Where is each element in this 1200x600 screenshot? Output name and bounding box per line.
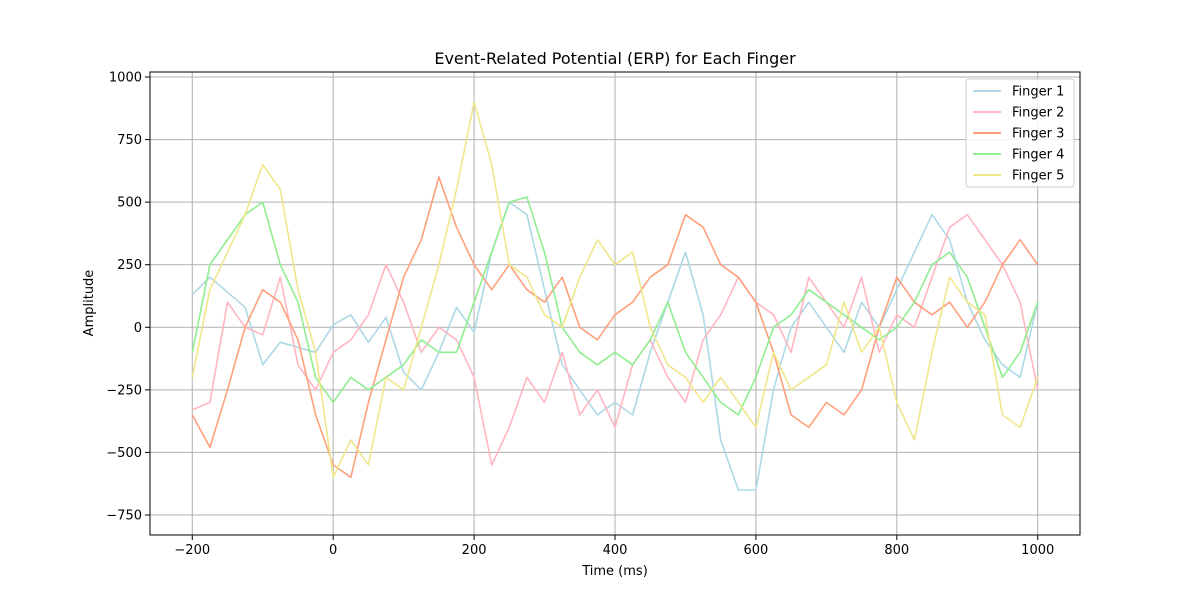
series-line-finger-5 xyxy=(191,101,1039,479)
legend-label-finger-1: Finger 1 xyxy=(1012,85,1064,100)
legend: Finger 1 Finger 2 Finger 3 Finger 4 Finger 5 xyxy=(965,78,1075,188)
legend-label-finger-3: Finger 3 xyxy=(1012,127,1064,142)
series-line-finger-3 xyxy=(191,176,1039,479)
legend-box xyxy=(965,78,1075,188)
series-line-finger-1 xyxy=(191,201,1039,491)
y-tick-label: 0 xyxy=(134,321,142,336)
y-tick-label: −500 xyxy=(106,446,142,461)
y-tick-label: 1000 xyxy=(109,71,142,86)
y-tick-label: 500 xyxy=(117,196,142,211)
series-line-finger-4 xyxy=(191,196,1039,416)
y-tick-label: −750 xyxy=(106,508,142,523)
y-tick-label: 250 xyxy=(117,258,142,273)
legend-label-finger-2: Finger 2 xyxy=(1012,106,1064,121)
x-tick-label: 0 xyxy=(329,543,337,558)
legend-label-finger-5: Finger 5 xyxy=(1012,169,1064,184)
x-tick-label: 400 xyxy=(603,543,628,558)
y-tick-label: −250 xyxy=(106,383,142,398)
y-tick-label: 750 xyxy=(117,133,142,148)
y-axis-ticks: −750 −500 −250 0 250 500 750 1000 xyxy=(106,71,150,523)
y-axis-label: Amplitude xyxy=(82,270,97,337)
x-tick-label: 600 xyxy=(743,543,768,558)
x-axis-ticks: −200 0 200 400 600 800 1000 xyxy=(174,535,1054,558)
x-tick-label: −200 xyxy=(174,543,210,558)
x-axis-label: Time (ms) xyxy=(581,564,648,579)
x-tick-label: 1000 xyxy=(1021,543,1054,558)
series-group xyxy=(191,101,1039,491)
series-line-finger-2 xyxy=(191,213,1039,466)
x-tick-label: 200 xyxy=(462,543,487,558)
legend-label-finger-4: Finger 4 xyxy=(1012,148,1064,163)
x-tick-label: 800 xyxy=(884,543,909,558)
chart-title: Event-Related Potential (ERP) for Each F… xyxy=(434,49,796,68)
